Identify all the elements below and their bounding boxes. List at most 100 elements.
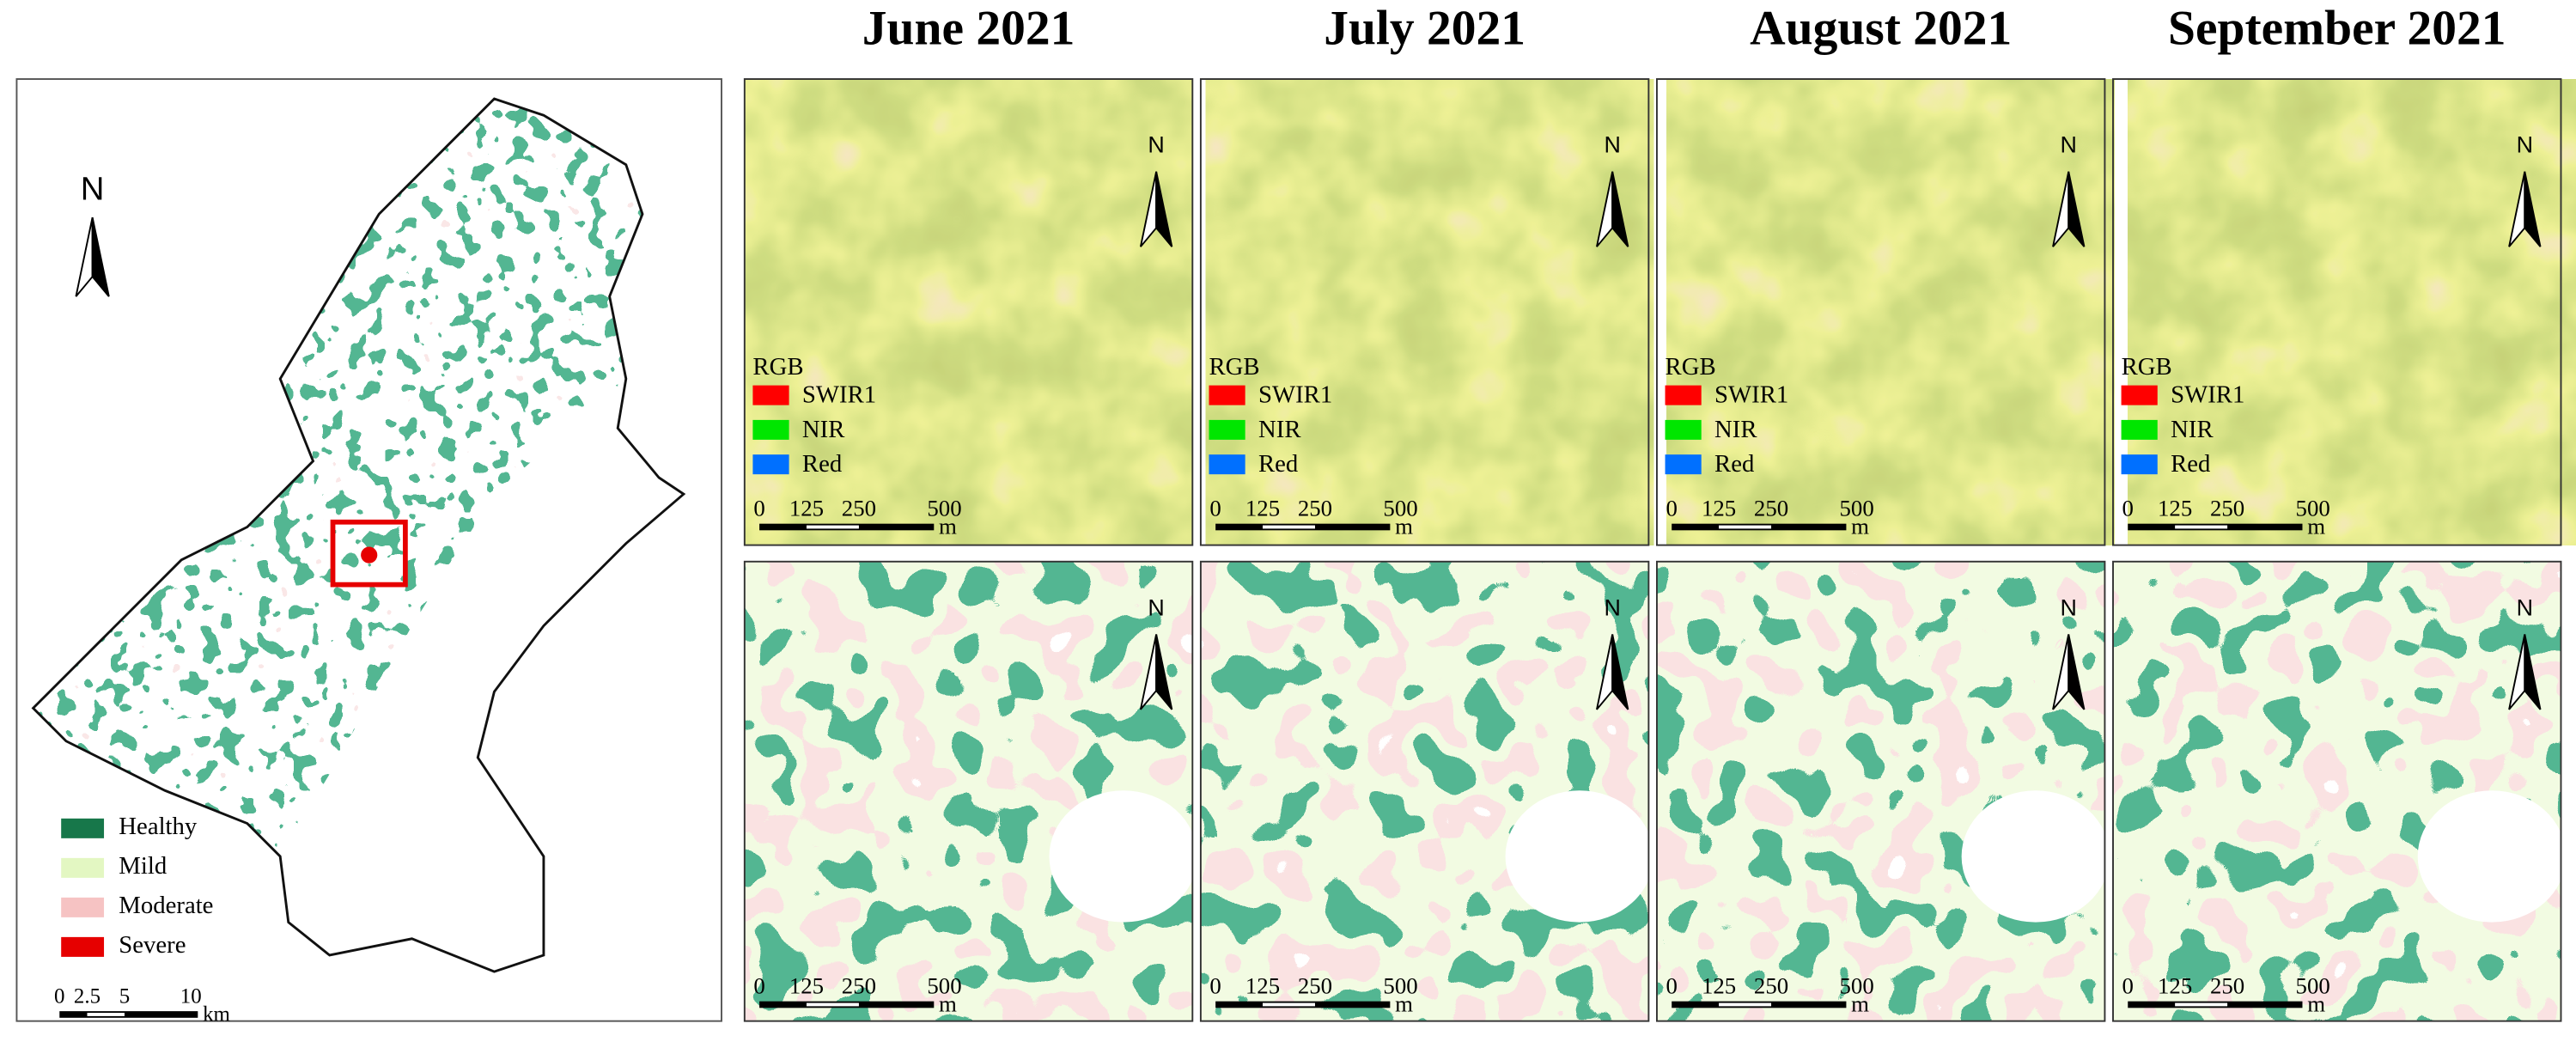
scale-label: 0 xyxy=(1666,495,1677,521)
scale-unit: m xyxy=(2307,514,2325,539)
north-label: N xyxy=(2517,594,2533,620)
legend-label: Healthy xyxy=(119,813,198,840)
legend-swatch xyxy=(2121,385,2158,405)
scale-label: 125 xyxy=(1702,495,1736,521)
north-arrow xyxy=(1611,171,1629,247)
no-data-area xyxy=(2417,790,2567,923)
scale-label: 125 xyxy=(2158,972,2192,998)
legend-label: SWIR1 xyxy=(2171,381,2244,409)
panel-title: June 2021 xyxy=(862,2,1075,56)
north-label: N xyxy=(2061,132,2077,158)
legend-swatch xyxy=(752,454,789,475)
scale-unit: m xyxy=(2307,991,2325,1017)
rgb-image xyxy=(744,79,1193,545)
scale-bar-segment xyxy=(1263,1002,1315,1007)
north-label: N xyxy=(1604,594,1620,620)
rgb-legend-title: RGB xyxy=(1209,353,1259,381)
legend-swatch xyxy=(2121,454,2158,475)
legend-swatch xyxy=(2121,419,2158,440)
north-arrow xyxy=(2524,634,2542,710)
panel-frame xyxy=(1655,78,2106,546)
legend-label: SWIR1 xyxy=(802,381,876,409)
scale-bar-segment xyxy=(1719,1002,1772,1007)
legend-swatch xyxy=(1209,454,1245,475)
scale-label: 10 xyxy=(180,985,202,1008)
scale-label: 5 xyxy=(119,985,130,1008)
scale-label: 125 xyxy=(789,495,824,521)
scale-label: 500 xyxy=(927,495,961,521)
panel-frame xyxy=(2112,78,2562,546)
scale-label: 125 xyxy=(789,972,824,998)
scale-label: 0 xyxy=(753,972,764,998)
panel-frame xyxy=(743,560,1194,1022)
legend-label: Red xyxy=(1258,450,1299,478)
scale-label: 500 xyxy=(1839,972,1873,998)
scale-label: 0 xyxy=(2122,972,2134,998)
scale-label: 250 xyxy=(842,495,876,521)
panel-frame xyxy=(2112,560,2562,1022)
north-arrow xyxy=(1155,634,1173,710)
panel-title: August 2021 xyxy=(1750,2,2012,56)
north-arrow xyxy=(2524,171,2542,247)
legend-label: NIR xyxy=(2171,416,2214,443)
legend-swatch xyxy=(1665,419,1702,440)
legend-swatch xyxy=(752,385,789,405)
panel-frame xyxy=(1655,560,2106,1022)
scale-bar-segment xyxy=(2175,525,2228,529)
north-label: N xyxy=(1148,594,1164,620)
scale-label: 500 xyxy=(927,972,961,998)
scale-bar xyxy=(59,1011,198,1018)
north-label: N xyxy=(81,171,105,208)
scale-bar-segment xyxy=(806,525,859,529)
legend-label: Red xyxy=(802,450,843,478)
legend-label: Moderate xyxy=(119,892,213,919)
legend-label: SWIR1 xyxy=(1258,381,1332,409)
panel-frame xyxy=(1199,78,1650,546)
panel-title: July 2021 xyxy=(1324,2,1526,56)
scale-bar-segment xyxy=(2175,1002,2228,1007)
north-arrow xyxy=(1155,171,1173,247)
north-arrow xyxy=(2067,171,2086,247)
scale-label: 250 xyxy=(1754,495,1788,521)
scale-unit: m xyxy=(939,514,957,539)
scale-label: 500 xyxy=(1383,972,1417,998)
scale-bar-segment xyxy=(87,1013,125,1016)
legend-swatch xyxy=(1209,419,1245,440)
no-data-area xyxy=(1961,790,2110,923)
scale-label: 0 xyxy=(2122,495,2134,521)
scale-label: 0 xyxy=(1209,495,1221,521)
scale-label: 250 xyxy=(2210,972,2244,998)
scale-unit: m xyxy=(1395,514,1413,539)
scale-bar-segment xyxy=(1719,525,1772,529)
legend-label: Red xyxy=(2171,450,2211,478)
region-outline xyxy=(31,97,686,973)
scale-label: 250 xyxy=(1754,972,1788,998)
legend-label: NIR xyxy=(802,416,845,443)
legend-label: Mild xyxy=(119,852,167,880)
legend-swatch xyxy=(61,857,105,878)
scale-unit: m xyxy=(1851,991,1869,1017)
north-label: N xyxy=(2061,594,2077,620)
scale-bar-segment xyxy=(806,1002,859,1007)
scale-label: 500 xyxy=(1383,495,1417,521)
scale-label: 250 xyxy=(842,972,876,998)
scale-bar-segment xyxy=(1263,525,1315,529)
rgb-legend-title: RGB xyxy=(1666,353,1716,381)
scale-label: 500 xyxy=(2296,495,2330,521)
scale-label: 125 xyxy=(1245,972,1280,998)
legend-label: Red xyxy=(1714,450,1755,478)
scale-label: 2.5 xyxy=(74,985,100,1008)
north-label: N xyxy=(1604,132,1620,158)
rgb-image xyxy=(1205,79,1654,545)
scale-label: 0 xyxy=(1666,972,1677,998)
scale-unit: m xyxy=(939,991,957,1017)
study-area-box xyxy=(330,519,408,588)
legend-label: NIR xyxy=(1714,416,1757,443)
legend-swatch xyxy=(752,419,789,440)
scale-label: 250 xyxy=(1298,972,1332,998)
north-label: N xyxy=(1148,132,1164,158)
rgb-image xyxy=(1666,79,2115,545)
scale-label: 125 xyxy=(2158,495,2192,521)
legend-swatch xyxy=(61,936,105,957)
